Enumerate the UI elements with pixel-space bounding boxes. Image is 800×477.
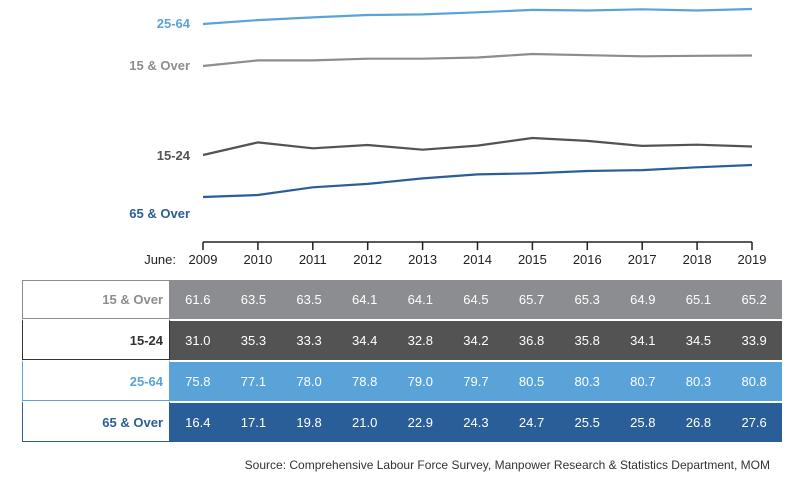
table-cell: 64.5 (448, 280, 504, 319)
table-cell: 78.8 (336, 360, 393, 401)
line-chart: 25-64 15 & Over 15-24 65 & Over 2009 2010 2011… (129, 7, 767, 267)
table-cell: 78.0 (281, 360, 337, 401)
table-cell: 22.9 (392, 401, 449, 442)
table-cell: 27.6 (726, 401, 782, 442)
source-note: Source: Comprehensive Labour Force Surve… (244, 458, 770, 472)
table-row: 15-24 31.0 35.3 33.3 34.4 32.8 34.2 36.8 35.8 34.… (22, 319, 782, 360)
table-cell: 65.3 (559, 280, 615, 319)
table-cell: 35.8 (559, 319, 615, 360)
table-cell: 34.2 (448, 319, 504, 360)
table-cell: 79.7 (448, 360, 504, 401)
table-cell: 63.5 (225, 280, 282, 319)
table-cell: 65.7 (503, 280, 560, 319)
table-cell: 64.1 (392, 280, 449, 319)
row-label: 15-24 (22, 319, 170, 360)
table-cell: 34.5 (670, 319, 727, 360)
table-cell: 32.8 (392, 319, 449, 360)
series-line-0 (202, 7, 753, 26)
series-label-1: 15 & Over (129, 58, 190, 73)
table-cell: 31.0 (170, 319, 226, 360)
series-line-1 (202, 52, 753, 68)
table-cell: 21.0 (336, 401, 393, 442)
series-line-3 (202, 163, 753, 199)
series-label-0: 25-64 (157, 16, 191, 31)
x-tick-label: 2009 (189, 252, 218, 267)
table-cell: 80.7 (615, 360, 671, 401)
table-cell: 80.5 (503, 360, 560, 401)
row-label: 15 & Over (22, 280, 170, 319)
x-tick-label: 2017 (628, 252, 657, 267)
table-cell: 77.1 (225, 360, 282, 401)
table-cell: 79.0 (392, 360, 449, 401)
table-row: 65 & Over 16.4 17.1 19.8 21.0 22.9 24.3 24.7 25.… (22, 401, 782, 442)
x-tick-label: 2018 (683, 252, 712, 267)
table-cell: 26.8 (670, 401, 727, 442)
table-row: 15 & Over 61.6 63.5 63.5 64.1 64.1 64.5 65.7 65.… (22, 280, 782, 319)
table-cell: 16.4 (170, 401, 226, 442)
data-table: 15 & Over 61.6 63.5 63.5 64.1 64.1 64.5 65.7 65.… (22, 280, 782, 442)
table-cell: 63.5 (281, 280, 337, 319)
row-label: 25-64 (22, 360, 170, 401)
table-cell: 36.8 (503, 319, 560, 360)
table-cell: 61.6 (170, 280, 226, 319)
table-cell: 64.1 (336, 280, 393, 319)
table-cell: 75.8 (170, 360, 226, 401)
series-line-2 (202, 136, 753, 157)
table-cell: 35.3 (225, 319, 282, 360)
x-tick-label: 2012 (353, 252, 382, 267)
x-tick-label: 2016 (573, 252, 602, 267)
x-tick-label: 2014 (463, 252, 492, 267)
table-cell: 33.9 (726, 319, 782, 360)
table-cell: 33.3 (281, 319, 337, 360)
table-cell: 34.1 (615, 319, 671, 360)
table-cell: 34.4 (336, 319, 393, 360)
series-label-2: 15-24 (157, 148, 191, 163)
table-cell: 64.9 (615, 280, 671, 319)
x-tick-label: 2011 (299, 252, 327, 267)
table-cell: 25.8 (615, 401, 671, 442)
table-cell: 17.1 (225, 401, 282, 442)
row-label: 65 & Over (22, 401, 170, 442)
x-tick-label: 2010 (243, 252, 272, 267)
table-cell: 65.1 (670, 280, 727, 319)
table-cell: 19.8 (281, 401, 337, 442)
table-cell: 80.3 (670, 360, 727, 401)
x-axis-prefix: June: (144, 252, 176, 267)
x-tick-label: 2013 (408, 252, 437, 267)
table-cell: 24.7 (503, 401, 560, 442)
table-cell: 80.3 (559, 360, 615, 401)
series-label-3: 65 & Over (129, 206, 190, 221)
table-cell: 24.3 (448, 401, 504, 442)
table-cell: 25.5 (559, 401, 615, 442)
x-tick-label: 2015 (518, 252, 547, 267)
table-row: 25-64 75.8 77.1 78.0 78.8 79.0 79.7 80.5 80.3 80.… (22, 360, 782, 401)
x-tick-label: 2019 (738, 252, 767, 267)
table-cell: 65.2 (726, 280, 782, 319)
table-cell: 80.8 (726, 360, 782, 401)
